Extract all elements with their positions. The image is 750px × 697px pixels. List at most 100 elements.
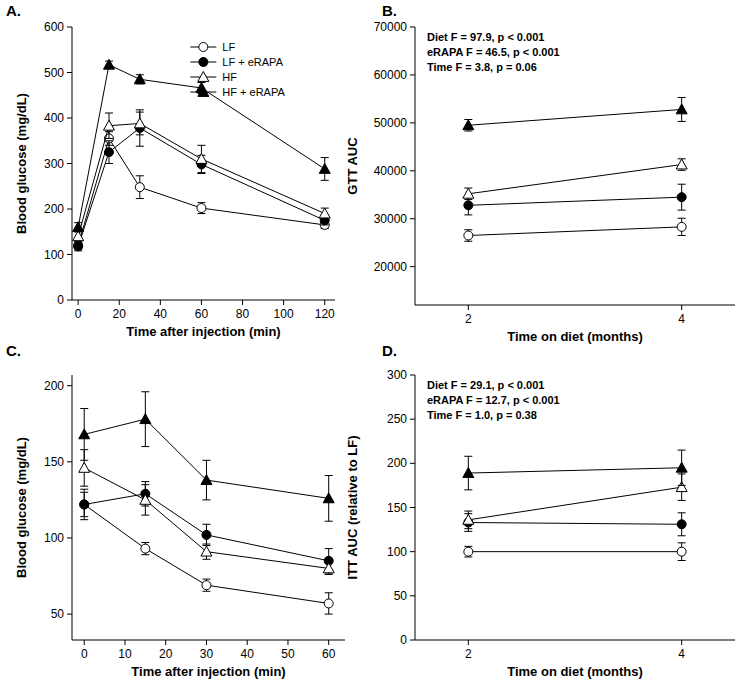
data-point — [677, 520, 686, 529]
data-point — [140, 494, 151, 504]
y-axis — [72, 375, 73, 640]
annotation: eRAPA F = 46.5, p < 0.001 — [427, 46, 560, 58]
x-tick-label: 10 — [118, 647, 132, 661]
x-tick-label: 50 — [281, 647, 295, 661]
x-tick-label: 100 — [274, 307, 294, 321]
series — [463, 97, 687, 131]
series — [79, 392, 334, 521]
y-axis-title: GTT AUC — [345, 137, 360, 195]
data-point — [134, 74, 145, 84]
panel: C.010203040506050100150200Time after inj… — [6, 342, 345, 679]
y-tick — [67, 254, 72, 255]
error-bar — [464, 230, 472, 242]
y-tick — [410, 27, 415, 28]
y-tick-label: 70000 — [374, 20, 408, 34]
x-tick — [206, 640, 207, 645]
x-tick — [681, 640, 682, 645]
data-point — [141, 544, 150, 553]
error-bar — [80, 492, 88, 516]
data-point — [464, 547, 473, 556]
x-tick-label: 80 — [236, 307, 250, 321]
x-tick — [468, 305, 469, 310]
series-line — [468, 551, 681, 552]
data-point — [202, 530, 211, 539]
panel: A.0204060801001200100200300400500600Time… — [6, 2, 335, 339]
data-point — [324, 599, 333, 608]
y-tick-label: 300 — [387, 368, 407, 382]
y-tick-label: 50 — [51, 607, 65, 621]
series-line — [468, 523, 681, 525]
data-point — [464, 231, 473, 240]
data-point — [201, 546, 212, 556]
series-line — [468, 109, 681, 125]
x-tick — [283, 300, 284, 305]
x-tick-label: 2 — [465, 647, 472, 661]
data-point — [463, 120, 474, 130]
data-point — [463, 188, 474, 198]
y-tick — [67, 163, 72, 164]
series — [464, 184, 686, 215]
legend-label: LF + eRAPA — [222, 56, 283, 68]
y-tick-label: 0 — [400, 633, 407, 647]
data-point — [104, 148, 113, 157]
y-tick — [410, 419, 415, 420]
x-tick — [681, 305, 682, 310]
plot-area — [463, 97, 687, 241]
x-axis — [415, 305, 735, 306]
series-line — [84, 494, 328, 561]
y-tick-label: 40000 — [374, 164, 408, 178]
y-tick-label: 100 — [44, 531, 64, 545]
y-tick-label: 400 — [44, 111, 64, 125]
y-tick-label: 150 — [44, 455, 64, 469]
series — [463, 159, 687, 200]
y-tick-label: 100 — [387, 545, 407, 559]
x-axis — [72, 300, 335, 301]
y-tick-label: 100 — [44, 248, 64, 262]
panel: D.24050100150200250300Time on diet (mont… — [345, 342, 735, 679]
panel-label: B. — [382, 2, 397, 19]
series-line — [468, 165, 681, 194]
data-point — [79, 462, 90, 472]
error-bar — [464, 546, 472, 557]
y-tick — [67, 209, 72, 210]
y-axis-title: Blood glucose (mg/dL) — [14, 437, 29, 578]
annotation: eRAPA F = 12.7, p < 0.001 — [427, 394, 560, 406]
error-bar — [678, 218, 686, 235]
series — [73, 59, 331, 231]
data-point — [74, 242, 83, 251]
data-point — [74, 241, 83, 250]
y-axis-title: Blood glucose (mg/dL) — [14, 93, 29, 234]
data-point — [196, 153, 207, 163]
y-tick — [410, 266, 415, 267]
data-point — [464, 201, 473, 210]
y-tick-label: 30000 — [374, 212, 408, 226]
y-tick — [410, 463, 415, 464]
series — [463, 450, 687, 490]
panel-label: A. — [6, 2, 21, 19]
data-point — [323, 563, 334, 573]
data-point — [676, 159, 687, 169]
y-tick — [410, 170, 415, 171]
data-point — [73, 231, 84, 241]
y-tick — [67, 537, 72, 538]
error-bar — [678, 513, 686, 536]
y-tick — [67, 385, 72, 386]
series-line — [84, 504, 328, 603]
panel: B.24200003000040000500006000070000Time o… — [345, 2, 735, 344]
data-point — [103, 59, 114, 69]
error-bar — [136, 176, 144, 199]
y-tick-label: 200 — [44, 379, 64, 393]
series-line — [468, 468, 681, 473]
y-tick — [67, 614, 72, 615]
error-bar — [80, 489, 88, 519]
annotation: Time F = 3.8, p = 0.06 — [427, 61, 537, 73]
y-tick-label: 200 — [44, 202, 64, 216]
data-point — [676, 462, 687, 472]
data-point — [463, 468, 474, 478]
x-tick-label: 120 — [315, 307, 335, 321]
series — [74, 110, 330, 251]
legend: LFLF + eRAPAHFHF + eRAPA — [190, 41, 285, 98]
error-bar — [197, 203, 205, 214]
error-bar — [678, 543, 686, 561]
error-bar — [678, 184, 686, 210]
